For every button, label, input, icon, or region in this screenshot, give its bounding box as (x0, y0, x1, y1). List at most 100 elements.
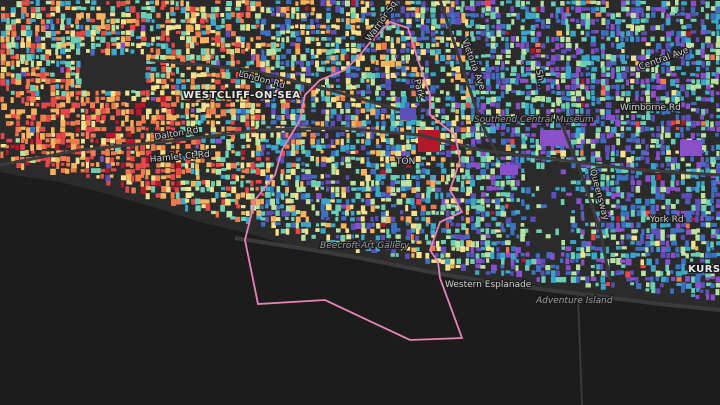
ward-boundary[interactable] (244, 20, 464, 341)
building (140, 133, 145, 139)
building (576, 103, 582, 108)
building (431, 25, 435, 31)
building (105, 157, 110, 164)
building (356, 25, 360, 29)
building (375, 246, 380, 252)
building (186, 1, 190, 8)
building (151, 115, 157, 121)
building (285, 12, 290, 18)
building (366, 157, 370, 164)
building (711, 186, 718, 193)
building (605, 114, 612, 120)
building (691, 276, 695, 283)
building (310, 30, 316, 34)
building (171, 84, 176, 90)
building (11, 60, 15, 67)
building (130, 156, 135, 162)
building (630, 31, 634, 38)
building (296, 90, 302, 96)
building (185, 6, 192, 11)
building (521, 1, 525, 7)
building (21, 132, 25, 140)
building (41, 78, 48, 82)
building (491, 66, 495, 70)
building (350, 223, 356, 230)
building (490, 126, 496, 134)
building (45, 0, 52, 5)
building (115, 109, 121, 116)
building (25, 162, 30, 166)
building (26, 30, 33, 37)
building (225, 6, 232, 12)
building (11, 31, 17, 38)
building (575, 6, 582, 13)
building (590, 277, 597, 281)
building (666, 37, 671, 42)
building (400, 210, 404, 215)
building (380, 25, 384, 32)
building (146, 78, 153, 83)
building (546, 115, 550, 121)
building (350, 180, 356, 186)
building (591, 55, 598, 61)
building (236, 60, 241, 65)
building (456, 30, 462, 36)
building (126, 19, 133, 24)
building (510, 78, 516, 84)
building (306, 30, 310, 35)
building (656, 96, 660, 102)
building (285, 102, 290, 108)
building (390, 192, 397, 196)
building (616, 199, 620, 204)
building (431, 1, 437, 7)
building (411, 144, 416, 151)
building (430, 127, 434, 133)
building (400, 102, 406, 108)
building (405, 36, 411, 40)
building (510, 223, 516, 230)
building (695, 270, 702, 278)
building (651, 6, 657, 12)
building (260, 205, 264, 210)
building (425, 169, 430, 175)
building (501, 36, 505, 41)
building (150, 120, 156, 124)
building (715, 289, 720, 296)
building (700, 0, 705, 5)
building (645, 241, 652, 247)
building (141, 6, 147, 10)
building (310, 144, 317, 149)
building (361, 139, 365, 144)
building (716, 163, 720, 170)
building (165, 43, 169, 49)
building (365, 241, 371, 245)
building (491, 241, 497, 246)
building (130, 120, 134, 128)
building (655, 60, 660, 67)
building (605, 90, 610, 97)
building (185, 43, 190, 48)
building (276, 198, 280, 204)
building (385, 138, 391, 144)
building (220, 66, 225, 74)
building (375, 96, 382, 101)
building (211, 181, 215, 187)
building (145, 139, 151, 143)
building (710, 241, 714, 248)
building (521, 102, 526, 109)
building (500, 30, 506, 35)
building (406, 139, 410, 144)
building (340, 162, 345, 166)
building (396, 37, 401, 44)
building (495, 42, 499, 48)
building (485, 115, 491, 121)
building (351, 72, 357, 78)
building (280, 43, 285, 49)
building (585, 18, 591, 26)
building (635, 72, 640, 78)
building (65, 0, 71, 6)
building (30, 139, 34, 145)
building (406, 174, 410, 180)
building (590, 139, 596, 146)
